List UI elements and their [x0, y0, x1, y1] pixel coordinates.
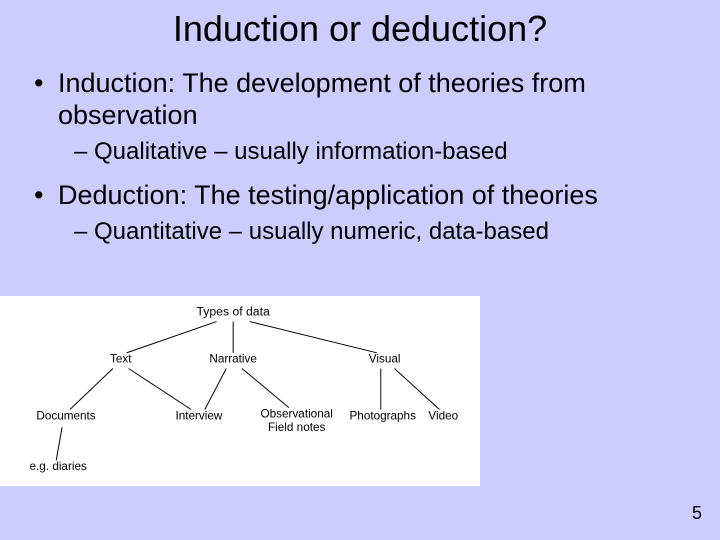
bullet-deduction: Deduction: The testing/application of th…: [34, 180, 690, 212]
bullet-deduction-sub: – Quantitative – usually numeric, data-b…: [74, 218, 690, 246]
node-narrative: Narrative: [209, 353, 257, 366]
page-title: Induction or deduction?: [0, 8, 720, 50]
slide: Induction or deduction? Induction: The d…: [0, 0, 720, 540]
node-visual: Visual: [369, 353, 401, 366]
node-root: Types of data: [197, 305, 270, 319]
node-diaries: e.g. diaries: [30, 460, 87, 473]
bullet-list: Induction: The development of theories f…: [0, 68, 720, 246]
diagram-edges: [56, 322, 439, 461]
node-text: Text: [110, 353, 132, 366]
node-photographs: Photographs: [349, 409, 416, 422]
bullet-induction-sub: – Qualitative – usually information-base…: [74, 138, 690, 166]
bullet-induction: Induction: The development of theories f…: [34, 68, 690, 132]
node-observational: Observational: [261, 407, 333, 420]
node-documents: Documents: [36, 409, 95, 422]
tree-diagram: Types of data Text Narrative Visual Docu…: [8, 302, 472, 476]
node-interview: Interview: [175, 409, 222, 422]
diagram-nodes: Types of data Text Narrative Visual Docu…: [30, 305, 459, 473]
diagram-container: Types of data Text Narrative Visual Docu…: [0, 296, 480, 486]
node-fieldnotes: Field notes: [268, 421, 325, 434]
node-video: Video: [428, 409, 458, 422]
page-number: 5: [692, 503, 702, 524]
